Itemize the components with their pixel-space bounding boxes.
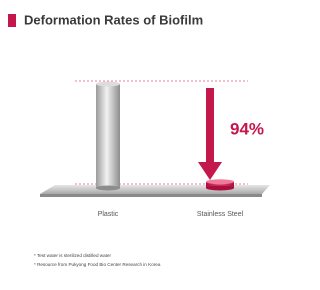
platform-edge (40, 194, 262, 197)
x-tick-label: Stainless Steel (197, 211, 244, 218)
chart: Deformation Rates of Biofilm 94% * Test … (0, 0, 289, 290)
title-marker (8, 14, 16, 27)
arrow-head (198, 162, 222, 180)
footnote: * Resource from Pukyong Food Bio Center … (34, 262, 161, 267)
bar-cap (206, 179, 234, 184)
platform (40, 185, 270, 194)
x-tick-label: Plastic (98, 211, 119, 218)
bar-cap (96, 82, 120, 87)
chart-title: Deformation Rates of Biofilm (24, 12, 203, 27)
annotation: 94% (230, 119, 264, 138)
footnote: * Test water is sterilized distilled wat… (34, 253, 111, 258)
bar-base (206, 186, 234, 191)
bar (96, 84, 120, 188)
arrow-shaft (206, 88, 214, 164)
bar-base (96, 186, 120, 191)
